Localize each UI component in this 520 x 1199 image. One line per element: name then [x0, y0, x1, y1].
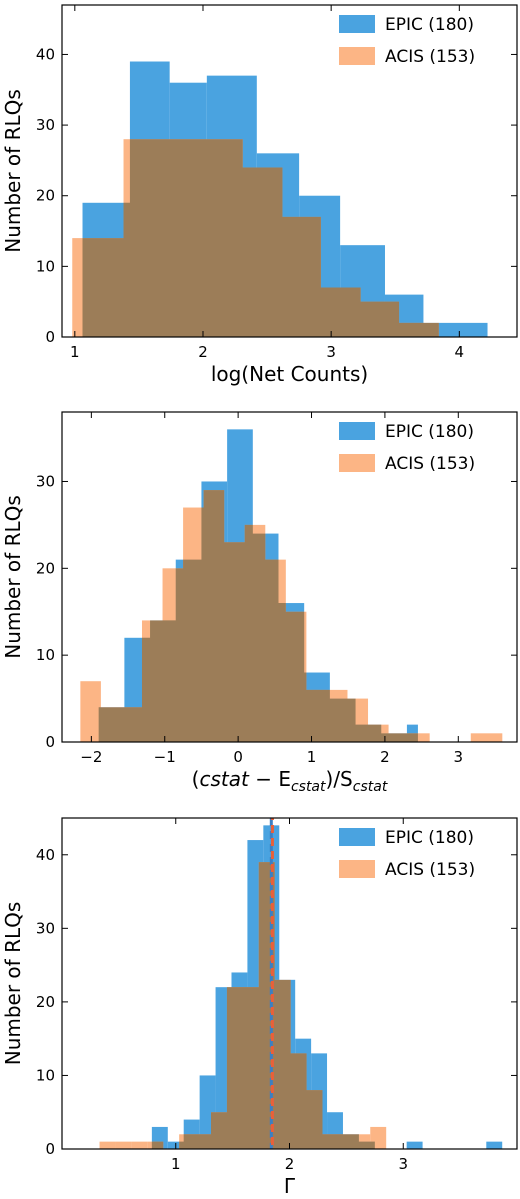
x-tick-label: 1 [307, 748, 317, 766]
y-axis-label: Number of RLQs [1, 495, 25, 659]
legend-label-acis: ACIS (153) [385, 860, 475, 880]
x-axis-label: Γ [284, 1174, 296, 1198]
y-tick-label: 0 [45, 328, 55, 346]
legend-swatch-acis [339, 860, 375, 878]
plot-area [72, 61, 488, 337]
x-tick-label: 2 [380, 748, 390, 766]
axes-frame [61, 411, 518, 743]
x-label-part: cstat [199, 767, 250, 791]
axes-frame [61, 4, 518, 338]
legend-swatch-acis [339, 454, 375, 472]
legend-label-epic: EPIC (180) [385, 422, 474, 442]
x-tick-label: −2 [80, 748, 102, 766]
x-axis-label: (cstat − Ecstat)/Scstat [192, 767, 388, 795]
x-tick-label: 2 [198, 343, 208, 361]
x-tick-label: 0 [233, 748, 243, 766]
y-tick-label: 0 [45, 1140, 55, 1158]
legend-swatch-epic [339, 422, 375, 440]
x-tick-label: 3 [454, 748, 464, 766]
x-label-subscript: cstat [291, 779, 326, 795]
legend-label-acis: ACIS (153) [385, 47, 475, 67]
acis-bar [72, 238, 86, 337]
y-axis-label: Number of RLQs [1, 89, 25, 253]
overlap-area [98, 490, 418, 742]
x-tick-label: 3 [326, 343, 336, 361]
legend-swatch-acis [339, 47, 375, 65]
y-tick-label: 30 [36, 472, 55, 490]
epic-bar [423, 322, 488, 337]
x-tick-label: 3 [398, 1155, 408, 1173]
acis-bar [470, 733, 503, 742]
overlap-area [151, 862, 387, 1149]
x-tick-label: 4 [455, 343, 465, 361]
x-tick-label: 1 [171, 1155, 181, 1173]
y-tick-label: 10 [36, 1066, 55, 1084]
acis-bar [131, 1141, 148, 1149]
y-tick-label: 20 [36, 187, 55, 205]
x-tick-label: −1 [154, 748, 176, 766]
y-tick-label: 10 [36, 257, 55, 275]
x-label-part: ( [192, 767, 200, 791]
legend-swatch-epic [339, 15, 375, 33]
x-axis-label: log(Net Counts) [211, 362, 368, 386]
y-tick-label: 10 [36, 646, 55, 664]
legend-label-epic: EPIC (180) [385, 828, 474, 848]
acis-bar [409, 733, 430, 742]
x-label-part: − E [249, 767, 291, 791]
y-tick-label: 0 [45, 733, 55, 751]
legend-label-acis: ACIS (153) [385, 454, 475, 474]
legend-swatch-epic [339, 828, 375, 846]
x-label-part: )/S [326, 767, 353, 791]
epic-bar [406, 1141, 423, 1149]
plot-area [99, 818, 503, 1149]
plot-area [80, 429, 503, 742]
y-tick-label: 30 [36, 919, 55, 937]
y-tick-label: 30 [36, 116, 55, 134]
y-tick-label: 20 [36, 559, 55, 577]
x-tick-label: 2 [285, 1155, 295, 1173]
x-tick-label: 1 [70, 343, 80, 361]
legend-label-epic: EPIC (180) [385, 15, 474, 35]
acis-bar [99, 1141, 116, 1149]
y-tick-label: 40 [36, 45, 55, 63]
y-tick-label: 40 [36, 846, 55, 864]
y-axis-label: Number of RLQs [1, 902, 25, 1066]
acis-bar [115, 1141, 132, 1149]
y-tick-label: 20 [36, 993, 55, 1011]
x-label-subscript: cstat [353, 779, 388, 795]
epic-bar [486, 1141, 503, 1149]
acis-bar [80, 681, 101, 742]
